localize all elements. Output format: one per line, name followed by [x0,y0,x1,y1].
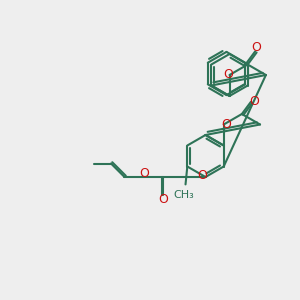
Text: O: O [252,41,262,55]
Text: O: O [139,167,149,180]
Text: O: O [250,95,260,109]
Text: O: O [223,68,233,81]
Text: O: O [159,193,168,206]
Text: O: O [222,118,232,131]
Text: CH₃: CH₃ [174,190,194,200]
Text: O: O [197,169,207,182]
